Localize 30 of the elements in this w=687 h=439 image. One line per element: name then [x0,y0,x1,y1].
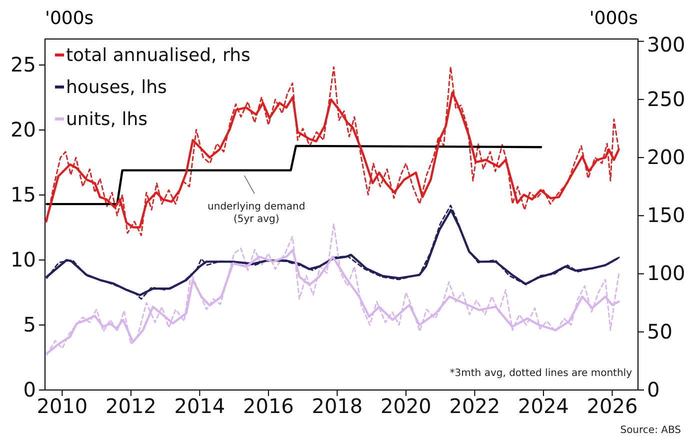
y-tick-label: 5 [23,312,36,336]
annotation: *3mth avg, dotted lines are monthly [450,368,632,379]
legend-label: units, lhs [66,109,148,130]
y-axis-title: '000s [45,8,94,29]
x-tick-label: 2022 [449,394,500,418]
x-tick-label: 2024 [518,394,569,418]
x-tick-label: 2018 [312,394,363,418]
y-tick-label: 20 [10,117,36,142]
y-tick-label: 0 [23,377,36,402]
x-tick-label: 2012 [105,394,156,418]
x-tick-label: 2016 [242,394,294,418]
y-tick-label: 15 [10,182,36,206]
y2-tick-label: 50 [647,319,672,344]
legend-label: total annualised, rhs [66,45,250,66]
x-tick-label: 2014 [174,394,226,418]
y-tick-label: 25 [10,52,36,76]
x-tick-label: 2020 [380,394,432,418]
y2-tick-label: 200 [647,144,686,169]
source-note: Source: ABS [620,425,681,436]
y2-tick-label: 0 [647,377,660,402]
x-tick-label: 2026 [586,394,638,418]
y2-tick-label: 300 [647,32,686,56]
y2-tick-label: 150 [647,203,686,228]
x-tick-label: 2010 [36,394,88,418]
y2-tick-label: 250 [647,86,686,111]
y-tick-label: 10 [10,247,36,272]
legend-label: houses, lhs [66,77,167,98]
y2-tick-label: 100 [647,261,686,286]
annotation: underlying demand (5yr avg) [208,202,306,226]
y2-axis-title: '000s [589,8,638,29]
